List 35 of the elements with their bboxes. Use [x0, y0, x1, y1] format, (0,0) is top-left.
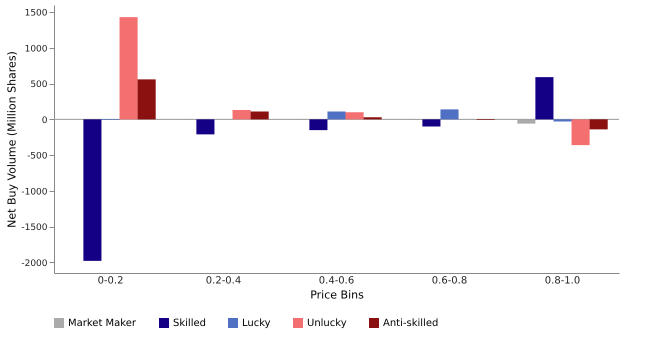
y-tick-label: -1500: [21, 223, 48, 234]
x-tick-label: 0-0.2: [98, 276, 124, 286]
bar: [590, 119, 608, 130]
bar: [83, 119, 102, 261]
bar: [572, 119, 590, 146]
bar: [232, 110, 251, 120]
bar: [422, 119, 440, 126]
bar: [196, 119, 214, 134]
x-tick-label: 0.4-0.6: [318, 276, 354, 286]
bar: [440, 109, 459, 120]
bar: [517, 119, 536, 124]
y-tick-label: 1000: [24, 44, 48, 54]
bar: [250, 111, 269, 120]
y-tick-label: 500: [30, 80, 48, 90]
x-tick-label: 0.2-0.4: [206, 276, 242, 286]
bar: [138, 79, 156, 120]
legend-label: Unlucky: [307, 318, 347, 329]
y-tick-label: -1000: [21, 187, 48, 198]
y-tick-label: -2000: [21, 258, 48, 269]
legend-label: Skilled: [173, 318, 206, 329]
bar: [535, 77, 554, 120]
legend-label: Market Maker: [68, 318, 137, 329]
y-tick-label: 1500: [24, 8, 48, 19]
y-axis-title: Net Buy Volume (Million Shares): [5, 51, 18, 228]
legend-label: Lucky: [242, 318, 271, 329]
bar: [309, 119, 328, 130]
x-tick-label: 0.6-0.8: [432, 276, 468, 286]
y-tick-label: -500: [27, 152, 48, 162]
y-tick-label: 0: [42, 116, 48, 126]
bar: [327, 111, 346, 120]
bar: [120, 17, 138, 120]
bar: [346, 112, 364, 120]
x-axis-title: Price Bins: [310, 288, 364, 302]
legend-label: Anti-skilled: [383, 318, 438, 329]
x-tick-label: 0.8-1.0: [544, 276, 580, 286]
